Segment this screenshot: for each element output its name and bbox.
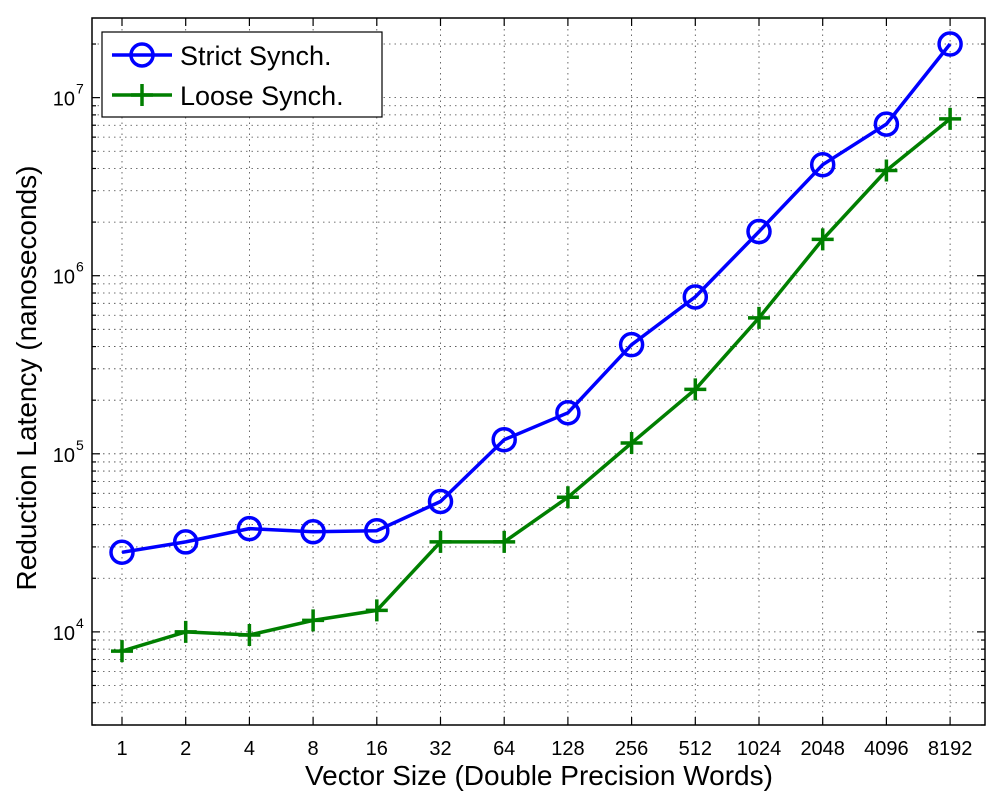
x-tick-label: 512	[679, 738, 712, 760]
series-strict-synch	[109, 31, 963, 566]
x-tick-label: 1	[116, 738, 127, 760]
series-line	[121, 117, 952, 653]
x-tick-label: 2048	[800, 738, 845, 760]
data-point-plus	[684, 378, 707, 401]
data-point-plus	[302, 609, 325, 632]
y-tick-label-exponent: 6	[76, 259, 84, 275]
legend-label-loose: Loose Synch.	[180, 81, 344, 111]
y-tick-label-base: 10	[53, 267, 75, 289]
data-point-circle	[873, 111, 900, 137]
data-point-plus	[111, 640, 133, 663]
data-point-circle	[427, 488, 454, 515]
data-point-plus	[748, 306, 770, 329]
x-tick-label: 32	[429, 738, 451, 760]
x-tick-label: 4096	[864, 738, 909, 760]
data-point-plus	[556, 486, 579, 509]
data-point-circle	[109, 539, 135, 566]
x-axis-tick-labels: 1 2 4 8 16 32 64 128 256 512 1024 2048 4096 8192	[116, 738, 972, 760]
y-tick-label-exponent: 7	[76, 81, 84, 97]
x-tick-label: 8192	[928, 738, 973, 760]
data-point-circle	[364, 517, 390, 544]
y-tick-label-base: 10	[53, 623, 75, 645]
x-tick-label: 64	[493, 738, 515, 760]
legend: Strict Synch. Loose Synch.	[101, 31, 383, 118]
x-tick-label: 2	[180, 738, 191, 760]
data-point-circle	[172, 529, 199, 555]
data-point-plus	[620, 431, 643, 454]
data-point-plus	[811, 228, 834, 251]
data-point-circle	[618, 331, 645, 358]
x-tick-label: 1024	[737, 738, 782, 760]
x-axis-title: Vector Size (Double Precision Words)	[305, 760, 773, 791]
series-loose-synch	[111, 107, 962, 663]
data-point-circle	[300, 518, 326, 545]
legend-label-strict: Strict Synch.	[180, 41, 332, 71]
y-tick-label-exponent: 5	[76, 437, 84, 453]
data-point-plus	[493, 530, 516, 553]
x-tick-label: 128	[551, 738, 584, 760]
x-tick-label: 8	[308, 738, 319, 760]
data-point-circle	[746, 218, 772, 245]
data-point-circle	[937, 31, 963, 57]
y-tick-label-base: 10	[53, 89, 75, 111]
data-point-plus	[365, 599, 388, 622]
axis-ticks	[92, 18, 985, 726]
data-point-plus	[939, 107, 962, 130]
data-point-plus	[174, 620, 197, 643]
data-point-circle	[555, 400, 581, 426]
plot-area	[91, 17, 986, 726]
data-point-plus	[238, 624, 261, 647]
y-tick-label-exponent: 4	[76, 615, 84, 631]
data-point-circle	[809, 151, 836, 178]
y-axis-title: Reduction Latency (nanoseconds)	[11, 166, 42, 591]
legend-marker-strict	[129, 42, 155, 68]
y-tick-label-base: 10	[53, 445, 75, 467]
data-point-circle	[491, 426, 517, 453]
legend-marker-loose	[131, 84, 153, 106]
x-tick-label: 256	[615, 738, 648, 760]
series-group	[109, 31, 963, 663]
x-tick-label: 16	[366, 738, 388, 760]
data-point-plus	[875, 159, 898, 182]
data-point-circle	[236, 515, 263, 542]
data-point-plus	[429, 530, 452, 553]
data-point-circle	[682, 284, 709, 310]
x-tick-label: 4	[244, 738, 255, 760]
